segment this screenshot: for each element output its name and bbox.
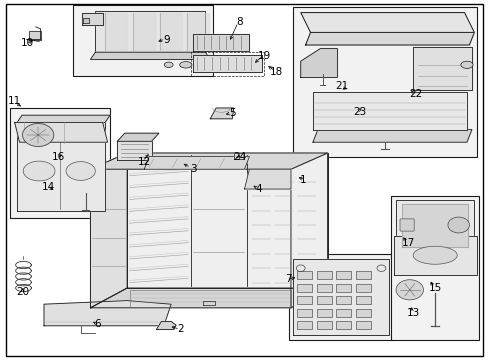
Polygon shape: [193, 55, 261, 72]
Polygon shape: [44, 301, 171, 326]
Text: 9: 9: [163, 35, 169, 45]
Polygon shape: [127, 153, 327, 288]
Text: 1: 1: [299, 175, 306, 185]
Polygon shape: [156, 321, 176, 329]
Polygon shape: [401, 204, 468, 247]
Bar: [336, 296, 350, 304]
Bar: [297, 284, 311, 292]
Text: 23: 23: [352, 107, 366, 117]
Text: 18: 18: [269, 67, 283, 77]
Bar: [297, 309, 311, 317]
Ellipse shape: [23, 161, 55, 181]
Polygon shape: [15, 122, 107, 142]
Text: 3: 3: [189, 164, 196, 174]
Ellipse shape: [164, 62, 173, 67]
Bar: [390, 196, 478, 340]
Polygon shape: [117, 133, 159, 141]
Bar: [336, 271, 350, 279]
Polygon shape: [132, 13, 154, 50]
Text: 20: 20: [17, 287, 29, 297]
Text: 17: 17: [401, 238, 414, 248]
Bar: [355, 309, 370, 317]
Polygon shape: [412, 47, 471, 90]
Polygon shape: [17, 115, 110, 122]
Bar: [336, 321, 350, 329]
Polygon shape: [305, 32, 473, 45]
Polygon shape: [395, 200, 473, 250]
Bar: [316, 309, 331, 317]
Text: 15: 15: [427, 283, 441, 293]
Text: 11: 11: [8, 96, 21, 106]
FancyBboxPatch shape: [399, 219, 413, 231]
Ellipse shape: [460, 61, 472, 68]
Polygon shape: [312, 92, 466, 130]
Text: 4: 4: [255, 184, 262, 194]
Bar: [10, 108, 110, 218]
Bar: [297, 296, 311, 304]
Text: 19: 19: [257, 51, 270, 61]
Polygon shape: [83, 18, 89, 23]
Bar: [297, 321, 311, 329]
Bar: [316, 271, 331, 279]
Polygon shape: [95, 11, 205, 52]
Text: 24: 24: [232, 152, 246, 162]
Bar: [336, 309, 350, 317]
Polygon shape: [90, 153, 327, 169]
Polygon shape: [244, 169, 290, 189]
Bar: [336, 284, 350, 292]
Ellipse shape: [412, 246, 456, 264]
Bar: [355, 321, 370, 329]
Polygon shape: [160, 13, 182, 50]
Ellipse shape: [179, 62, 192, 68]
Circle shape: [22, 123, 54, 147]
Text: 21: 21: [335, 81, 348, 91]
Text: 22: 22: [408, 89, 422, 99]
Polygon shape: [300, 49, 337, 77]
Bar: [288, 254, 393, 340]
Polygon shape: [90, 288, 327, 308]
Bar: [355, 296, 370, 304]
Polygon shape: [29, 31, 41, 40]
Bar: [316, 296, 331, 304]
Bar: [73, 5, 212, 76]
Bar: [316, 321, 331, 329]
Polygon shape: [82, 13, 102, 25]
Polygon shape: [210, 108, 233, 119]
Polygon shape: [393, 236, 476, 275]
Circle shape: [395, 280, 423, 300]
Bar: [297, 271, 311, 279]
Text: 10: 10: [20, 38, 33, 48]
Bar: [293, 7, 476, 157]
Text: 7: 7: [285, 274, 291, 284]
Text: 12: 12: [137, 157, 151, 167]
Polygon shape: [300, 13, 473, 32]
Polygon shape: [312, 130, 471, 142]
Text: 13: 13: [406, 308, 419, 318]
Circle shape: [447, 217, 468, 233]
Text: 2: 2: [177, 324, 184, 334]
Bar: [355, 284, 370, 292]
Polygon shape: [193, 34, 249, 51]
Polygon shape: [17, 122, 105, 211]
Polygon shape: [293, 259, 388, 335]
Polygon shape: [105, 13, 127, 50]
Text: 16: 16: [52, 152, 65, 162]
Polygon shape: [90, 153, 127, 308]
Polygon shape: [187, 13, 209, 50]
Polygon shape: [117, 141, 151, 160]
Polygon shape: [90, 52, 210, 59]
Text: 8: 8: [236, 17, 243, 27]
Polygon shape: [233, 153, 243, 159]
Ellipse shape: [66, 162, 95, 180]
Polygon shape: [144, 157, 249, 169]
Polygon shape: [290, 153, 327, 308]
Text: 6: 6: [94, 319, 101, 329]
Bar: [355, 271, 370, 279]
Text: 14: 14: [42, 182, 56, 192]
Bar: [316, 284, 331, 292]
Text: 5: 5: [228, 108, 235, 118]
